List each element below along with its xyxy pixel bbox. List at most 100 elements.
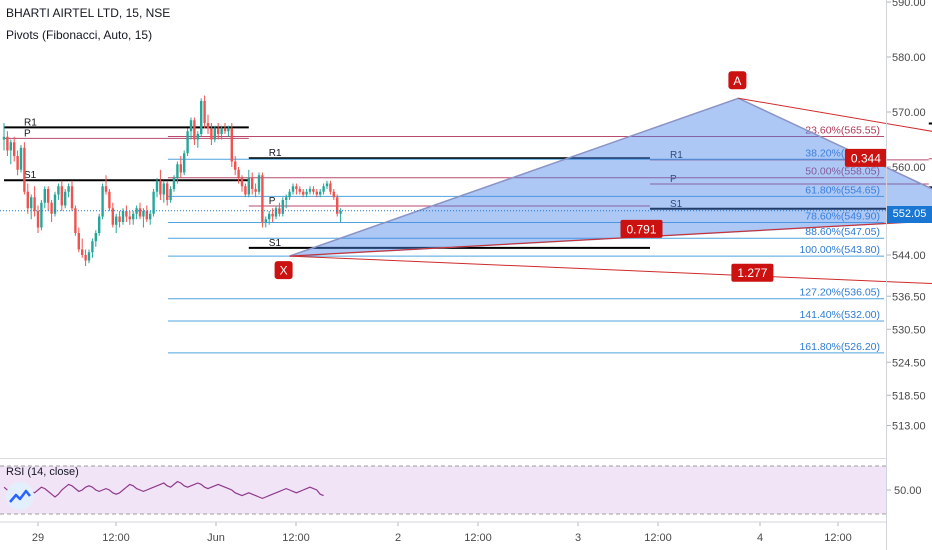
candle-body <box>230 128 233 162</box>
pivot-label: S1 <box>670 199 683 210</box>
x-axis-tick-label: 29 <box>32 532 44 544</box>
fib-level-label: 23.60%(565.55) <box>805 124 880 136</box>
rsi-line <box>3 480 324 500</box>
candle-body <box>295 186 298 189</box>
candle-body <box>251 178 254 189</box>
pattern-ac-line <box>738 97 932 132</box>
candle-body <box>9 142 12 151</box>
candle-body <box>155 180 159 192</box>
candle-body <box>36 211 40 228</box>
symbol-title[interactable]: BHARTI AIRTEL LTD, 15, NSE <box>6 6 171 20</box>
candle-body <box>288 191 291 198</box>
candle-body <box>271 213 274 217</box>
candle-body <box>118 216 121 222</box>
candle-body <box>145 211 148 220</box>
candle-body <box>200 101 203 134</box>
candle-body <box>94 233 97 242</box>
candle-body <box>254 189 257 192</box>
pivot-label: P <box>24 128 31 139</box>
x-axis-tick-label: 3 <box>575 532 581 544</box>
candle-body <box>312 189 315 192</box>
y-axis-tick-label: 518.50 <box>892 390 926 402</box>
fib-level-label: 50.00%(558.05) <box>805 166 880 178</box>
rsi-pane[interactable]: 50.00 29 12:00 Jun 12:00 2 12:00 3 12:00 4 12:00 <box>0 460 932 550</box>
ratio-label: 1.277 <box>737 266 767 280</box>
candle-body <box>166 183 169 200</box>
candle-body <box>138 208 142 217</box>
candle-body <box>217 128 220 134</box>
last-price-tag: 552.05 <box>887 206 932 223</box>
candle-body <box>26 191 29 209</box>
ratio-badge <box>731 263 774 282</box>
indicator-legend[interactable]: Pivots (Fibonacci, Auto, 15) <box>6 28 153 42</box>
candle-body <box>319 191 322 195</box>
candle-body <box>77 233 80 250</box>
candle-body <box>74 208 77 233</box>
candle-body <box>302 191 305 195</box>
candle-body <box>67 186 70 192</box>
candle-body <box>159 180 162 195</box>
ratio-badge <box>844 148 887 167</box>
pattern-point-label: X <box>280 264 288 278</box>
ratio-label: 0.344 <box>851 151 881 165</box>
candle-body <box>268 213 271 220</box>
candle-body <box>50 202 53 214</box>
pattern-point-badge <box>274 261 293 280</box>
candle-body <box>53 194 57 214</box>
tradingview-logo-icon[interactable] <box>6 482 34 510</box>
candle-body <box>291 186 295 192</box>
candle-body <box>19 147 23 170</box>
x-axis-tick-label: 12:00 <box>102 532 130 544</box>
fib-level-label: 141.40%(532.00) <box>799 309 880 321</box>
candle-body <box>70 186 74 209</box>
candle-body <box>47 189 50 203</box>
fib-level-label: 100.00%(543.80) <box>799 244 880 256</box>
candle-body <box>142 211 145 217</box>
pivot-label: P <box>269 196 276 207</box>
candle-body <box>121 211 125 222</box>
candle-body <box>169 189 172 200</box>
candle-body <box>189 120 193 132</box>
candle-body <box>43 189 46 203</box>
candle-body <box>237 169 240 178</box>
candle-body <box>305 191 308 195</box>
candle-body <box>298 189 301 192</box>
rsi-legend[interactable]: RSI (14, close) <box>6 466 79 478</box>
candle-body <box>6 136 9 151</box>
candle-body <box>329 183 332 192</box>
candle-body <box>128 216 131 220</box>
fib-level-label: 61.80%(554.65) <box>805 184 880 196</box>
candle-body <box>125 211 128 217</box>
candle-body <box>135 208 138 214</box>
y-axis-tick-label: 544.00 <box>892 250 926 262</box>
candle-body <box>115 216 118 225</box>
y-axis-tick-label: 513.00 <box>892 421 926 433</box>
candle-body <box>30 197 33 209</box>
y-axis-tick-label: 530.50 <box>892 324 926 336</box>
y-axis-tick-label: 570.00 <box>892 107 926 119</box>
candle-body <box>285 197 288 200</box>
candle-body <box>176 164 179 178</box>
pivot-label: P <box>670 174 677 185</box>
candle-body <box>308 189 312 192</box>
candle-body <box>193 120 196 140</box>
candle-body <box>16 156 19 170</box>
candle-body <box>210 128 213 140</box>
candle-body <box>234 161 237 170</box>
pivot-label: R1 <box>269 148 282 159</box>
fib-level-label: 127.20%(536.05) <box>799 287 880 299</box>
candle-body <box>152 191 155 214</box>
x-axis-tick-label: Jun <box>207 532 225 544</box>
fib-level-label: 161.80%(526.20) <box>799 341 880 353</box>
candle-body <box>339 211 342 214</box>
pane-separator[interactable] <box>0 458 886 459</box>
candle-body <box>101 186 104 217</box>
ratio-badge <box>620 219 663 238</box>
x-axis-tick-label: 12:00 <box>464 532 492 544</box>
candle-body <box>13 142 16 156</box>
rsi-axis-tick-label: 50.00 <box>894 485 922 497</box>
candle-body <box>108 191 111 209</box>
price-chart[interactable]: 590.00 580.00 570.00 560.00 544.00 536.50 530.… <box>0 0 932 458</box>
fib-level-label: 78.60%(549.90) <box>805 211 880 223</box>
